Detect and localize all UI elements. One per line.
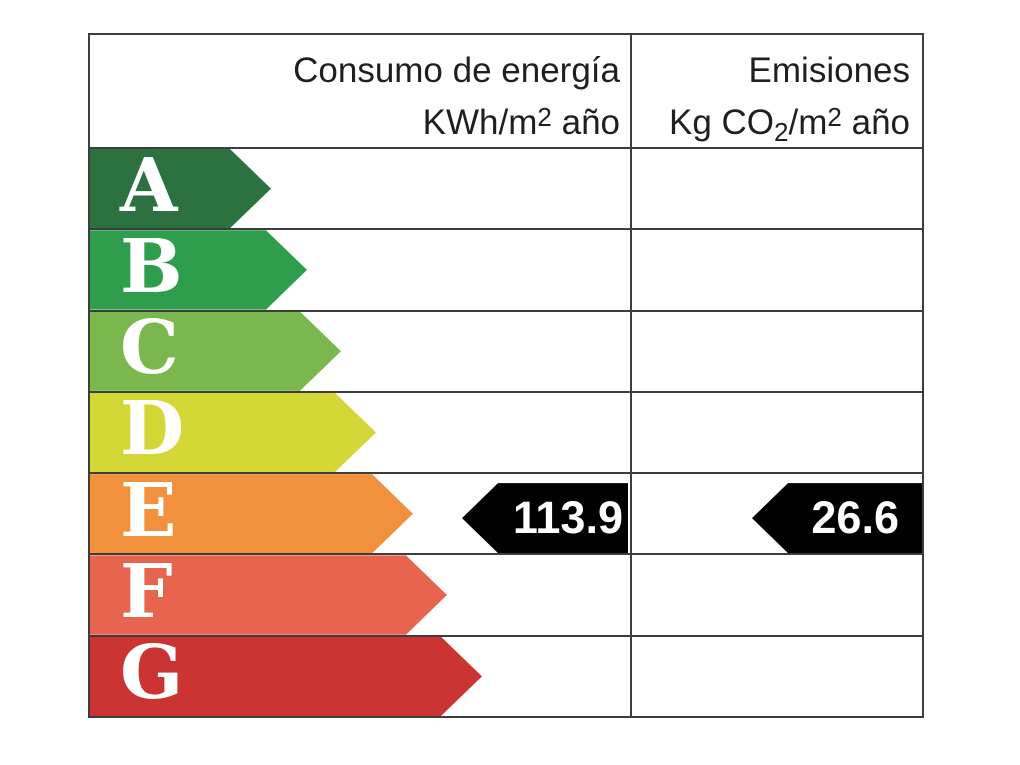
consumption-column-header: Consumo de energía KWh/m2 año: [90, 35, 632, 147]
consumption-value: 113.9: [512, 492, 623, 544]
band-arrow-e: E: [90, 474, 413, 553]
band-row-b: B: [90, 228, 922, 309]
emissions-header-unit: Kg CO2/m2 año: [669, 102, 910, 147]
band-letter-e: E: [120, 467, 177, 554]
table-header: Consumo de energía KWh/m2 año Emisiones …: [90, 35, 922, 147]
band-arrow-a: A: [90, 149, 271, 228]
band-arrow-c: C: [90, 312, 341, 391]
band-arrow-d: D: [90, 393, 376, 472]
band-row-a: A: [90, 147, 922, 228]
subscript-2: 2: [774, 117, 789, 147]
band-letter-c: C: [120, 305, 179, 392]
rating-bands: A B C D E 113.9 26.6: [90, 147, 922, 716]
emissions-column-header: Emisiones Kg CO2/m2 año: [632, 35, 922, 147]
band-letter-d: D: [120, 386, 185, 473]
band-letter-b: B: [120, 223, 183, 310]
column-divider: [630, 35, 632, 716]
emissions-header-title: Emisiones: [748, 51, 910, 90]
band-row-f: F: [90, 553, 922, 634]
band-letter-a: A: [120, 142, 178, 229]
superscript-2: 2: [827, 102, 842, 132]
band-arrow-g: G: [90, 637, 482, 716]
energy-rating-table: Consumo de energía KWh/m2 año Emisiones …: [88, 33, 924, 718]
consumption-header-unit: KWh/m2 año: [422, 102, 620, 142]
band-arrow-b: B: [90, 230, 307, 309]
emissions-value-arrow: 26.6: [752, 483, 922, 554]
band-arrow-f: F: [90, 555, 447, 634]
band-letter-g: G: [120, 630, 184, 717]
band-row-c: C: [90, 309, 922, 391]
consumption-header-title: Consumo de energía: [293, 51, 620, 90]
band-letter-f: F: [120, 549, 173, 636]
band-row-d: D: [90, 390, 922, 472]
superscript-2: 2: [537, 102, 552, 132]
band-row-e: E 113.9 26.6: [90, 472, 922, 553]
band-row-g: G: [90, 634, 922, 716]
emissions-value: 26.6: [811, 492, 899, 544]
consumption-value-arrow: 113.9: [462, 483, 628, 554]
